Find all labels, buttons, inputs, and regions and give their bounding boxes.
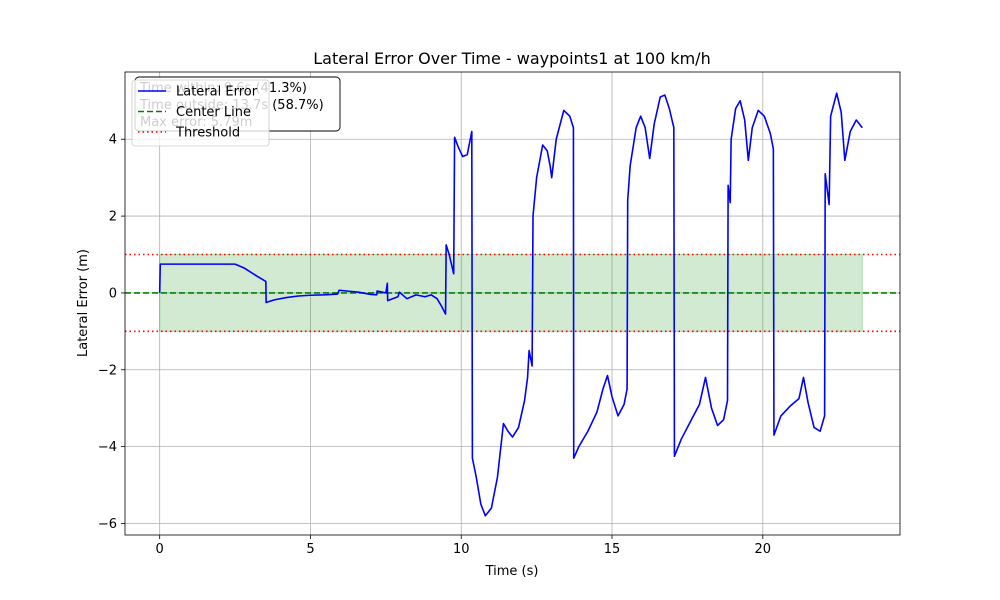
- x-tick-label: 10: [453, 542, 470, 557]
- chart-title: Lateral Error Over Time - waypoints1 at …: [313, 49, 710, 68]
- y-tick-label: −6: [98, 517, 117, 532]
- y-tick-label: −4: [98, 440, 117, 455]
- x-axis-label: Time (s): [485, 564, 539, 579]
- y-tick-label: 0: [109, 286, 117, 301]
- threshold-band: [159, 254, 863, 332]
- legend-entry-threshold-label: Threshold: [175, 126, 240, 141]
- lateral-error-line: [158, 92, 863, 517]
- x-tick-label: 15: [604, 542, 621, 557]
- plot-frame: [124, 71, 901, 536]
- y-tick-label: 2: [109, 210, 117, 225]
- x-tick-label: 5: [306, 542, 314, 557]
- x-tick-label: 0: [156, 542, 164, 557]
- legend-entry-center-line-label: Center Line: [176, 105, 251, 120]
- legend-box: [131, 79, 270, 147]
- y-tick-label: −2: [98, 363, 117, 378]
- y-tick-label: 4: [109, 133, 117, 148]
- legend-entry-lateral-error-label: Lateral Error: [176, 85, 258, 100]
- y-axis-label: Lateral Error (m): [76, 249, 91, 357]
- x-tick-label: 20: [755, 542, 772, 557]
- plot-background: [125, 72, 900, 535]
